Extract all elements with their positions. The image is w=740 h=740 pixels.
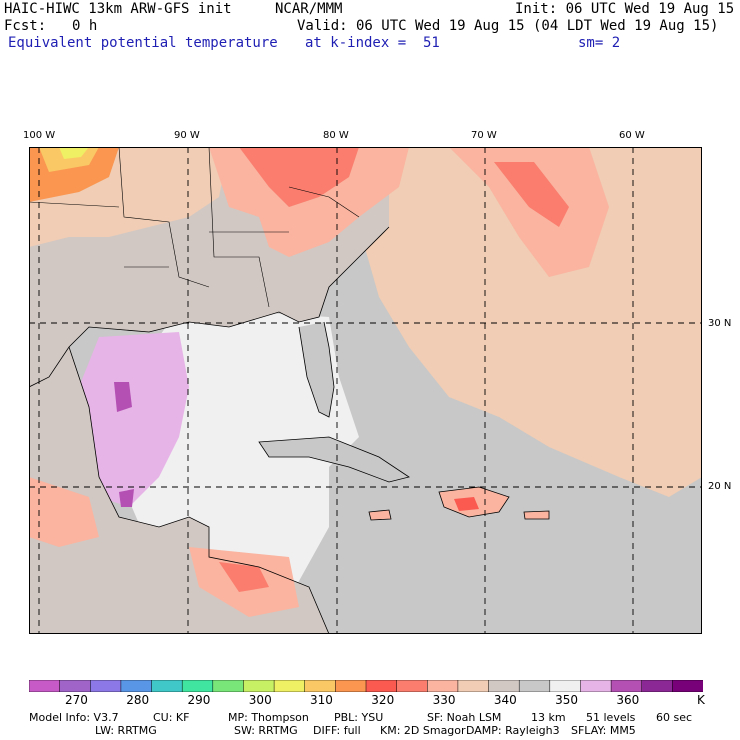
colorbar-tick-label: 350	[555, 693, 578, 707]
valid-time: Valid: 06 UTC Wed 19 Aug 15 (04 LDT Wed …	[297, 18, 719, 34]
appalachian-warm	[209, 147, 409, 257]
colorbar-tick-label: 280	[126, 693, 150, 707]
colorbar-swatch	[610, 680, 643, 692]
colorbar-swatch	[427, 680, 459, 692]
florida-land	[299, 322, 334, 417]
colorbar-swatch	[365, 680, 398, 692]
model-info-item: DIFF: full	[313, 724, 361, 737]
colorbar-swatch	[396, 680, 429, 692]
red-streak	[494, 162, 569, 227]
colorbar-swatch	[273, 680, 306, 692]
salmon-streak	[449, 147, 609, 277]
jamaica-land	[368, 509, 392, 521]
colorbar-tick-label: 320	[371, 693, 395, 707]
colorbar-swatch	[59, 680, 92, 692]
colorbar-swatch	[580, 680, 612, 692]
model-info-item: 51 levels	[586, 711, 636, 724]
model-info-item: 13 km	[531, 711, 566, 724]
colorbar-tick-label: 310	[310, 693, 333, 707]
colorbar-tick-label: 340	[493, 693, 517, 707]
colorbar-tick-label: 360	[616, 693, 640, 707]
model-info-item: SW: RRTMG	[234, 724, 298, 737]
colorbar-swatch	[90, 680, 122, 692]
hispaniola-red	[454, 497, 479, 511]
colorbar-tick-label: 300	[248, 693, 272, 707]
colorbar-swatch	[549, 680, 582, 692]
mexico-coastline	[68, 346, 330, 634]
smooth-label: sm= 2	[578, 35, 621, 51]
gulf-purple-core	[114, 382, 132, 412]
florida-coastline	[298, 321, 335, 418]
atlantic-warm-inner	[429, 187, 702, 377]
fcst-value: 0 h	[72, 18, 98, 34]
colorbar-tick-label: 290	[187, 693, 211, 707]
central-america-red	[219, 562, 269, 592]
lon-label-60w: 60 W	[619, 130, 645, 141]
model-info-item: PBL: YSU	[334, 711, 384, 724]
field-name: Equivalent potential temperature	[8, 35, 278, 51]
mexico-land	[29, 347, 329, 634]
colorbar-unit: K	[697, 693, 705, 707]
colorbar-swatch	[457, 680, 490, 692]
colorbar-swatch	[488, 680, 520, 692]
model-info-item: SF: Noah LSM	[427, 711, 502, 724]
map-border	[29, 147, 702, 634]
model-info-item: DAMP: Rayleigh3	[466, 724, 560, 737]
colorbar-swatch	[151, 680, 183, 692]
model-info-item: KM: 2D Smagor	[380, 724, 466, 737]
model-info-item: MP: Thompson	[228, 711, 309, 724]
lon-label-70w: 70 W	[471, 130, 497, 141]
model-info-item: CU: KF	[153, 711, 190, 724]
lon-label-80w: 80 W	[323, 130, 349, 141]
model-info-item: 60 sec	[656, 711, 693, 724]
colorbar-swatch	[120, 680, 153, 692]
theta-e-map	[29, 147, 702, 634]
init-time: Init: 06 UTC Wed 19 Aug 15	[515, 1, 735, 17]
level-label: at k-index = 51	[305, 35, 440, 51]
mexico-warm-west	[29, 477, 99, 547]
colorbar-swatch	[518, 680, 551, 692]
fcst-label: Fcst:	[4, 18, 47, 34]
lat-label-30n: 30 N	[708, 318, 732, 329]
colorbar-swatch	[243, 680, 275, 692]
colorbar-tick-label: 330	[432, 693, 456, 707]
puerto-rico-land	[523, 510, 550, 520]
colorbar-swatch	[304, 680, 337, 692]
lat-label-20n: 20 N	[708, 481, 732, 492]
lon-label-90w: 90 W	[174, 130, 200, 141]
colorbar-swatch	[212, 680, 245, 692]
org-label: NCAR/MMM	[275, 1, 343, 17]
state-borders-horizontal	[29, 201, 289, 268]
gulf-lilac-region	[79, 332, 189, 507]
colorbar-swatch	[335, 680, 367, 692]
plains-lightyellow	[59, 147, 89, 159]
cuba-land	[258, 436, 410, 483]
colorbar	[29, 680, 703, 692]
mid-atlantic-red	[239, 147, 359, 207]
gulf-purple-core-south	[119, 489, 134, 507]
model-title: HAIC-HIWC 13km ARW-GFS init	[4, 1, 232, 17]
colorbar-swatch	[641, 680, 674, 692]
model-info-item: SFLAY: MM5	[571, 724, 636, 737]
colorbar-swatch	[29, 680, 61, 692]
state-borders	[118, 147, 360, 308]
model-info-item: Model Info: V3.7	[29, 711, 119, 724]
colorbar-swatch	[181, 680, 214, 692]
lon-label-100w: 100 W	[23, 130, 56, 141]
colorbar-swatch	[672, 680, 703, 692]
graticule	[29, 147, 702, 634]
model-info-item: LW: RRTMG	[95, 724, 157, 737]
colorbar-tick-label: 270	[65, 693, 88, 707]
